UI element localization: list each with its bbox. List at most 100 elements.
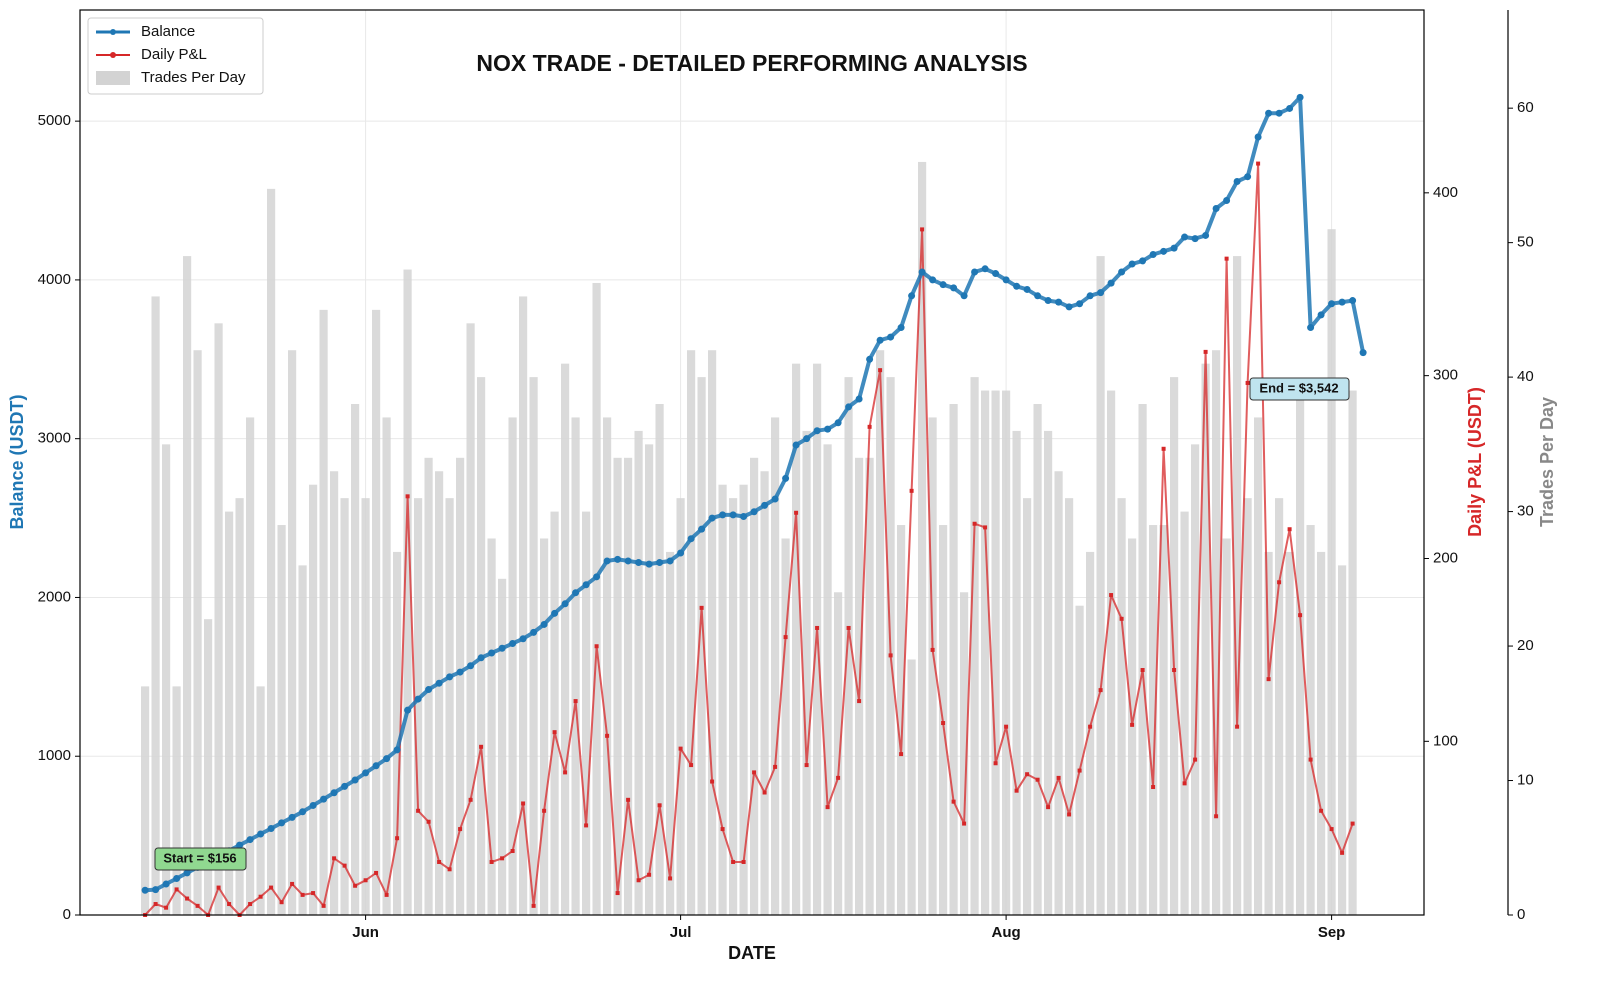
pnl-point [1035,777,1040,782]
trade-bar [487,538,496,915]
pnl-point [836,775,841,780]
pnl-point [1340,850,1345,855]
pnl-point [605,733,610,738]
pnl-point [1256,161,1261,166]
trade-bar [918,161,927,916]
trade-bar [1096,256,1105,915]
trade-bar [876,350,885,915]
pnl-line [144,162,1354,916]
pnl-point [1046,805,1051,810]
balance-point [530,628,538,636]
balance-point [792,441,800,449]
balance-point [740,512,748,520]
balance-point [960,292,968,300]
pnl-point [458,827,463,832]
pnl-point [573,699,578,704]
trade-bar [865,457,874,915]
balance-point [1328,300,1336,308]
pnl-point [1287,527,1292,532]
trade-bar [1075,605,1084,915]
balance-point [950,284,958,292]
pnl-point [1319,808,1324,813]
balance-point [551,609,559,617]
trade-bar [571,417,580,915]
balance-point [362,769,370,777]
y-tick-label: 2000 [38,588,71,605]
balance-point [1023,285,1031,293]
pnl-point [857,699,862,704]
trade-bar [1285,551,1294,915]
pnl-point [899,752,904,757]
x-tick-label: Jul [670,924,692,941]
balance-point [435,679,443,687]
pnl-point [1109,593,1114,598]
balance-point [1275,109,1283,117]
trade-bar [1306,525,1315,915]
trade-bar [382,417,391,915]
y-tick-label: 3000 [38,430,71,447]
pnl-point [164,905,169,910]
trade-bar [697,377,706,915]
pnl-point [1277,580,1282,585]
balance-point [824,425,832,433]
balance-point [635,559,643,567]
y3-tick-label: 60 [1517,99,1534,116]
trade-bar [897,525,906,915]
trade-bar [183,256,192,915]
trade-bar [603,417,612,915]
pnl-point [311,891,316,896]
trade-bar [561,363,570,915]
balance-point [183,869,191,877]
balance-point [341,782,349,790]
balance-point [971,268,979,276]
pnl-point [416,808,421,813]
trade-bar [708,350,717,915]
trade-bar [214,323,223,916]
pnl-point [1130,722,1135,727]
pnl-point [846,625,851,630]
balance-point [1149,251,1157,259]
trade-bar [298,565,307,915]
pnl-point [1140,668,1145,673]
balance-point [687,535,695,543]
balance-point [1286,104,1294,112]
balance-point [278,819,286,827]
balance-point [393,746,401,754]
trade-bar [1243,498,1252,915]
trade-bar [361,498,370,915]
trade-bar [729,498,738,915]
trade-bar [666,551,675,915]
plot-layer [80,10,1424,917]
balance-point [257,830,265,838]
pnl-point [195,903,200,908]
balance-point [1034,292,1042,300]
pnl-point [521,801,526,806]
legend-box [87,17,264,95]
pnl-point [1329,827,1334,832]
pnl-point [1056,775,1061,780]
pnl-point [395,836,400,841]
trade-bar [309,484,318,915]
balance-point [813,427,821,435]
pnl-point [279,900,284,905]
pnl-point [888,653,893,658]
trade-bar [1117,498,1126,915]
balance-point [372,762,380,770]
trade-bar [970,377,979,915]
trade-bar [1086,551,1095,915]
pnl-point [867,424,872,429]
balance-point [624,557,632,565]
pnl-point [437,859,442,864]
pnl-point [384,892,389,897]
pnl-point [909,488,914,493]
pnl-point [500,856,505,861]
trade-bar [1054,471,1063,915]
legend-marker [110,29,116,35]
trade-bar [330,471,339,915]
pnl-point [878,368,883,373]
balance-point [1128,260,1136,268]
pnl-point [1025,772,1030,777]
balance-point [1296,93,1304,101]
trade-bar [634,430,643,915]
pnl-point [290,881,295,886]
